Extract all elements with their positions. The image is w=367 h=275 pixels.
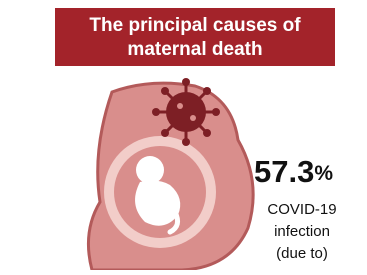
stat-label-line: COVID-19 [267, 201, 336, 218]
infographic: The principal causes of maternal death 5… [0, 0, 367, 270]
virus-icon [152, 78, 220, 146]
stat-value: 57.3% [254, 154, 333, 189]
stat-unit: % [314, 162, 333, 185]
title-line: maternal death [127, 39, 262, 60]
stat-label-line: (due to) [276, 245, 328, 262]
stat-number: 57.3 [254, 154, 314, 189]
stat-label-line: infection [274, 223, 330, 240]
title-line: The principal causes of [89, 15, 301, 36]
